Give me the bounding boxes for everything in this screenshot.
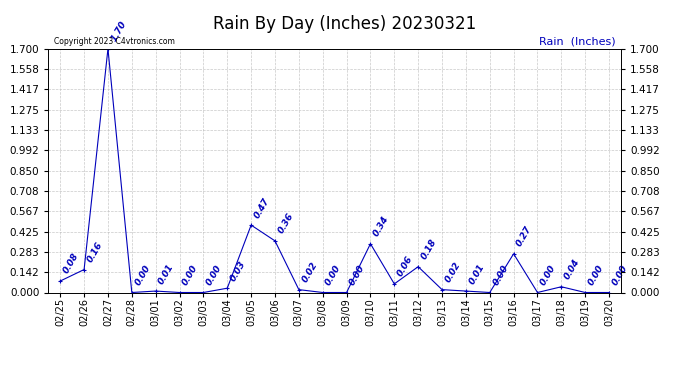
Text: 0.00: 0.00 [491, 263, 510, 287]
Text: 0.00: 0.00 [205, 263, 224, 287]
Text: 0.06: 0.06 [395, 255, 415, 278]
Text: 0.00: 0.00 [181, 263, 200, 287]
Text: 0.01: 0.01 [157, 262, 176, 285]
Text: 0.00: 0.00 [348, 263, 367, 287]
Text: 0.34: 0.34 [372, 214, 391, 238]
Text: 0.00: 0.00 [611, 263, 629, 287]
Text: 0.01: 0.01 [467, 262, 486, 285]
Text: 0.47: 0.47 [253, 196, 271, 219]
Text: 1.70: 1.70 [109, 20, 128, 43]
Text: Rain  (Inches): Rain (Inches) [539, 36, 615, 46]
Text: 0.03: 0.03 [228, 259, 248, 283]
Text: 0.02: 0.02 [300, 260, 319, 284]
Text: 0.36: 0.36 [277, 211, 295, 236]
Text: 0.27: 0.27 [515, 225, 534, 248]
Text: 0.16: 0.16 [86, 240, 104, 264]
Text: 0.18: 0.18 [420, 237, 438, 261]
Text: 0.00: 0.00 [539, 263, 558, 287]
Text: Copyright 2023 C4vtronics.com: Copyright 2023 C4vtronics.com [54, 38, 175, 46]
Text: 0.00: 0.00 [586, 263, 605, 287]
Text: 0.08: 0.08 [61, 252, 81, 276]
Text: 0.04: 0.04 [563, 258, 582, 281]
Text: Rain By Day (Inches) 20230321: Rain By Day (Inches) 20230321 [213, 15, 477, 33]
Text: 0.00: 0.00 [133, 263, 152, 287]
Text: 0.00: 0.00 [324, 263, 343, 287]
Text: 0.02: 0.02 [444, 260, 462, 284]
